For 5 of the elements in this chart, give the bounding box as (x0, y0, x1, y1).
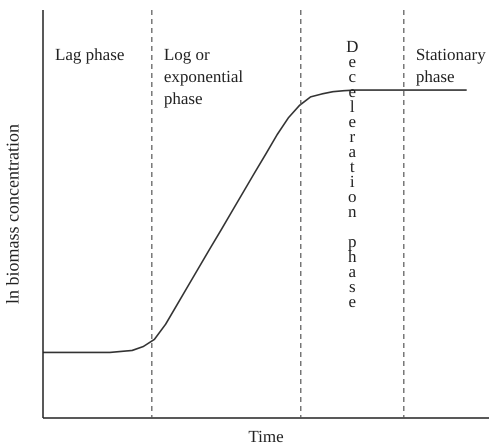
annotation: Log or exponential phase (164, 45, 244, 108)
y-axis-title: ln biomass concentration (2, 124, 22, 304)
x-axis-title: Time (248, 427, 284, 444)
text: Stationary phase (416, 45, 486, 86)
text: Lag phase (55, 45, 124, 64)
